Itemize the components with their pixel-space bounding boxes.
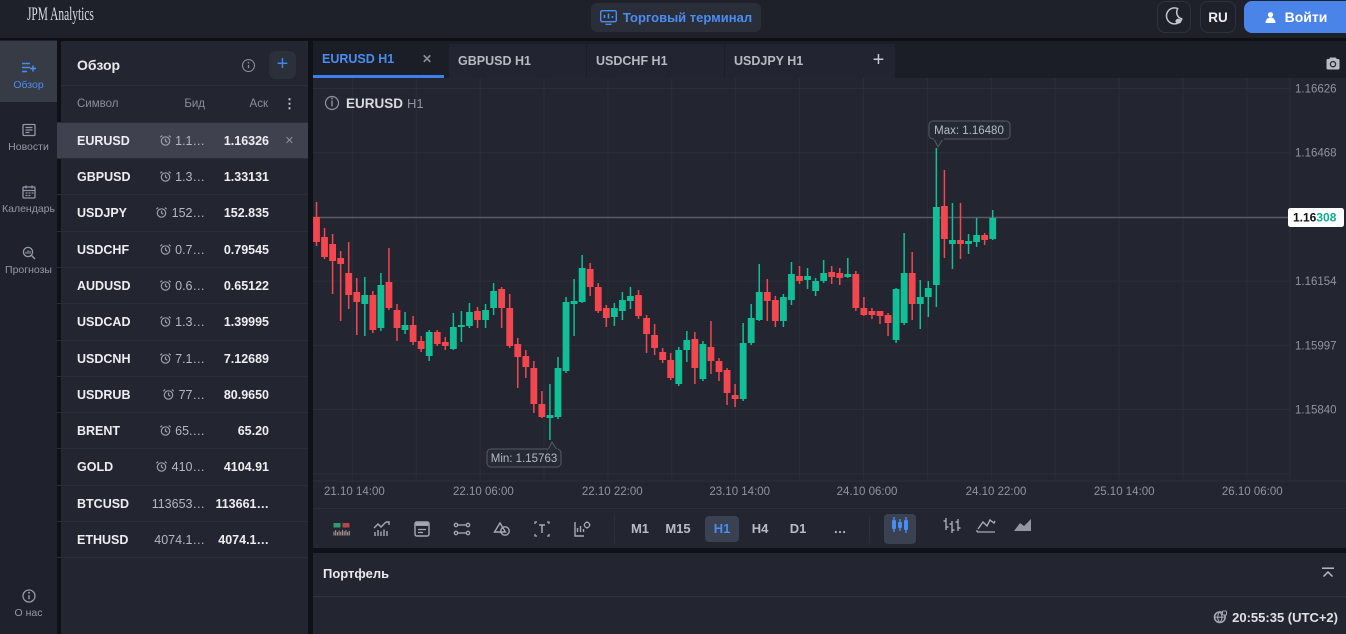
svg-text:21.10 14:00: 21.10 14:00 [324,486,385,498]
svg-text:26.10 06:00: 26.10 06:00 [1222,486,1283,498]
svg-text:1.16308: 1.16308 [1293,211,1337,225]
svg-text:25.10 14:00: 25.10 14:00 [1094,486,1155,498]
svg-text:H1: H1 [407,96,424,111]
svg-text:24.10 22:00: 24.10 22:00 [966,486,1027,498]
svg-text:1.16468: 1.16468 [1295,148,1337,160]
svg-text:Max: 1.16480: Max: 1.16480 [934,125,1004,137]
svg-text:22.10 06:00: 22.10 06:00 [453,486,514,498]
svg-text:1.15840: 1.15840 [1295,405,1337,417]
svg-text:24.10 06:00: 24.10 06:00 [837,486,898,498]
svg-text:1.15997: 1.15997 [1295,340,1337,352]
svg-text:Min: 1.15763: Min: 1.15763 [491,453,558,465]
svg-text:EURUSD: EURUSD [346,96,403,111]
svg-text:1.16154: 1.16154 [1295,276,1337,288]
svg-text:23.10 14:00: 23.10 14:00 [709,486,770,498]
svg-text:22.10 22:00: 22.10 22:00 [582,486,643,498]
svg-text:1.16626: 1.16626 [1295,84,1337,96]
